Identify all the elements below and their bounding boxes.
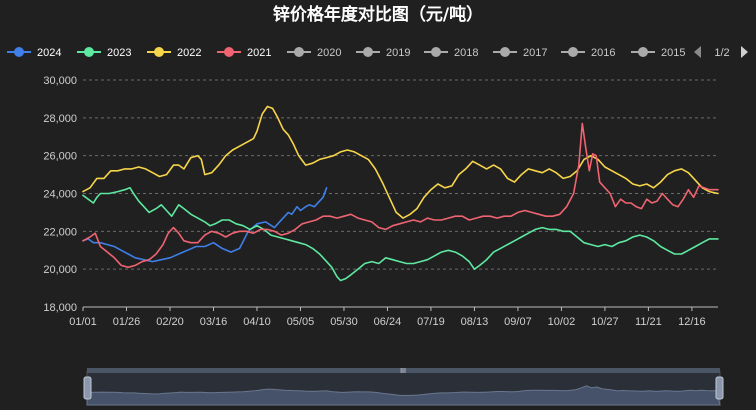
legend-label: 2022 [177,47,201,59]
series-lines [82,105,719,282]
legend-marker-icon [84,47,94,57]
y-tick-label: 20,000 [43,264,77,276]
legend-label: 2015 [661,47,685,59]
legend-label: 2023 [107,47,131,59]
x-tick-label: 01/01 [69,316,97,328]
series-line-2022 [82,105,719,219]
y-tick-label: 26,000 [43,151,77,163]
legend-item-2015[interactable]: 2015 [631,47,685,59]
legend-item-2022[interactable]: 2022 [147,47,201,59]
legend: 2024 2023 2022 2021 2020 2019 2018 2017 2016 2015 [7,47,685,59]
x-tick-label: 02/20 [156,316,184,328]
x-tick-label: 04/10 [243,316,271,328]
slider-top-handle-grip[interactable]: III [400,368,406,375]
x-tick-label: 05/30 [330,316,358,328]
series-line-2024 [82,187,328,263]
x-tick-label: 11/21 [635,316,662,328]
slider-top-bar[interactable] [87,368,720,373]
series-line-2023 [82,187,719,282]
slider-left-handle[interactable] [83,376,92,400]
legend-item-2018[interactable]: 2018 [424,47,478,59]
legend-item-2017[interactable]: 2017 [493,47,547,59]
legend-label: 2016 [591,47,615,59]
legend-marker-icon [568,47,578,57]
y-tick-label: 24,000 [43,189,77,201]
y-tick-label: 30,000 [43,75,77,87]
legend-marker-icon [294,47,304,57]
legend-marker-icon [363,47,373,57]
slider-selection[interactable] [87,371,720,405]
x-tick-label: 07/19 [417,316,445,328]
legend-marker-icon [500,47,510,57]
legend-label: 2019 [386,47,410,59]
chart-title: 锌价格年度对比图（元/吨） [273,4,483,25]
legend-item-2016[interactable]: 2016 [561,47,615,59]
slider-overview-area [86,385,721,406]
x-tick-label: 05/05 [287,316,315,328]
y-tick-label: 22,000 [43,226,77,238]
legend-item-2023[interactable]: 2023 [77,47,131,59]
legend-pager: 1/2 [694,46,748,59]
x-tick-label: 01/26 [113,316,141,328]
y-tick-label: 28,000 [43,113,77,125]
x-axis-ticks: 01/01 01/26 02/20 03/16 04/10 05/05 05/30 06/24… [69,307,706,328]
legend-page-indicator: 1/2 [714,47,729,59]
x-tick-label: 03/16 [200,316,228,328]
legend-marker-icon [638,47,648,57]
y-axis-ticks: 18,000 20,000 22,000 24,000 26,000 28,000 30,0… [43,75,77,314]
legend-item-2020[interactable]: 2020 [287,47,341,59]
legend-item-2019[interactable]: 2019 [356,47,410,59]
legend-label: 2020 [317,47,341,59]
legend-marker-icon [224,47,234,57]
series-line-2021 [82,122,719,269]
legend-marker-icon [14,47,24,57]
legend-prev-icon[interactable] [694,46,701,58]
grid [83,79,718,270]
x-tick-label: 12/16 [678,316,706,328]
y-tick-label: 18,000 [43,302,77,314]
x-tick-label: 06/24 [374,316,402,328]
legend-label: 2021 [247,47,271,59]
legend-item-2024[interactable]: 2024 [7,47,61,59]
legend-item-2021[interactable]: 2021 [217,47,271,59]
x-tick-label: 08/13 [461,316,489,328]
slider-right-handle[interactable] [715,376,724,400]
legend-label: 2017 [523,47,547,59]
legend-label: 2024 [37,47,61,59]
legend-label: 2018 [454,47,478,59]
legend-marker-icon [154,47,164,57]
legend-marker-icon [431,47,441,57]
data-zoom-slider[interactable]: III [83,368,724,406]
x-tick-label: 10/02 [548,316,576,328]
x-tick-label: 10/27 [591,316,619,328]
x-tick-label: 09/07 [504,316,532,328]
legend-next-icon[interactable] [741,46,748,58]
